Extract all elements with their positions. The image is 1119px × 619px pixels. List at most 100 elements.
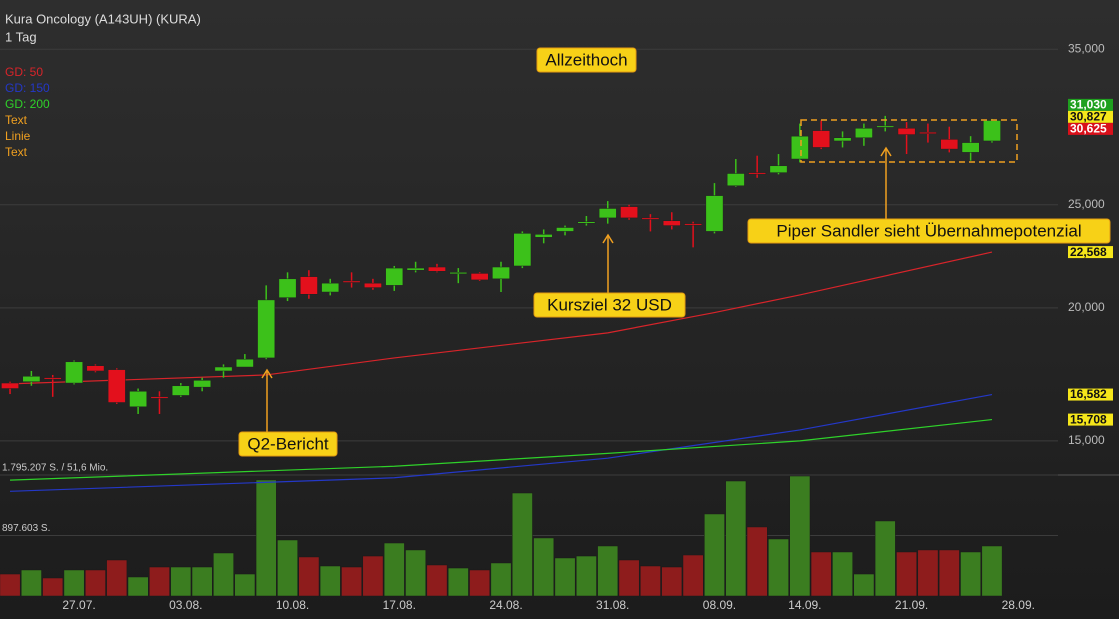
candle-body (86, 365, 105, 372)
volume-bar (405, 549, 427, 597)
legend-entry: GD: 50 (5, 65, 43, 79)
candle-body (684, 223, 702, 226)
legend-entry: Text (5, 113, 28, 127)
moving-average (10, 393, 993, 492)
candle-body (235, 358, 254, 368)
price-label: 15,708 (1070, 412, 1107, 426)
volume-bar (746, 526, 768, 597)
annotation-arrowhead (261, 368, 273, 379)
candle-body (961, 142, 980, 153)
annotation-text: Allzeithoch (545, 50, 627, 69)
volume-bar (341, 566, 362, 597)
volume-bar (20, 569, 42, 597)
volume-bar (42, 577, 64, 597)
x-tick-label: 14.09. (788, 598, 821, 612)
volume-bar (255, 479, 277, 597)
candle-body (662, 220, 681, 226)
volume-bar (853, 573, 875, 597)
volume-bar (426, 564, 448, 597)
volume-bar (277, 539, 298, 597)
y-tick-label: 15,000 (1068, 433, 1105, 447)
volume-bar (213, 552, 234, 597)
volume-tick-label: 897.603 S. (2, 523, 50, 534)
candle-body (556, 227, 574, 232)
price-label: 31,030 (1070, 98, 1107, 112)
candle-body (897, 128, 916, 135)
candle-body (1, 382, 19, 389)
price-label: 30,827 (1070, 110, 1107, 124)
volume-bar (319, 565, 341, 597)
annotation-arrowhead (880, 146, 892, 157)
candle-body (257, 299, 276, 359)
y-tick-label: 35,000 (1068, 41, 1105, 55)
annotation-box (536, 47, 637, 73)
y-tick-label: 25,000 (1068, 197, 1105, 211)
annotation-text: Piper Sandler sieht Übernahmepotenzial (776, 221, 1081, 240)
candle-body (364, 282, 382, 288)
candle-body (470, 273, 489, 281)
candle-body (300, 276, 318, 295)
candle-body (577, 221, 596, 224)
price-label: 30,625 (1070, 122, 1107, 136)
volume-bar (896, 551, 917, 597)
price-label-box (1068, 98, 1113, 111)
price-label: 22,568 (1070, 245, 1107, 259)
interval: 1 Tag (5, 29, 37, 44)
candle-body (726, 173, 745, 187)
x-tick-label: 17.08. (383, 598, 416, 612)
volume-bar (0, 573, 21, 597)
candle-body (769, 165, 788, 173)
volume-bar (469, 569, 491, 597)
candle-body (129, 391, 147, 408)
x-tick-label: 24.08. (489, 598, 522, 612)
annotation-box (747, 218, 1111, 244)
volume-bar (917, 549, 939, 597)
volume-bar (234, 573, 256, 597)
candle-body (385, 267, 404, 286)
candle-body (214, 366, 233, 372)
volume-bar (170, 566, 192, 597)
candle-body (278, 278, 297, 298)
x-tick-label: 31.08. (596, 598, 629, 612)
volume-bar (191, 566, 213, 597)
volume-bar (127, 576, 149, 597)
price-label-box (1068, 122, 1113, 135)
price-label-box (1068, 413, 1113, 426)
plot: 35,000 25,000 20,000 15,000 1.795.207 S. / 5… (0, 41, 1113, 612)
legend-entry: GD: 200 (5, 97, 50, 111)
x-tick-label: 28.09. (1002, 598, 1035, 612)
volume-bar (511, 492, 533, 597)
candle-body (150, 396, 169, 399)
price-label-box (1068, 110, 1113, 123)
candle-body (513, 233, 532, 267)
volume-bar (640, 565, 661, 597)
candle-body (22, 376, 41, 382)
candle-body (748, 172, 767, 175)
candle-body (406, 267, 425, 271)
x-tick-label: 10.08. (276, 598, 309, 612)
candle-body (705, 195, 724, 232)
annotation-text: Kursziel 32 USD (547, 295, 672, 314)
x-tick-label: 03.08. (169, 598, 202, 612)
volume-bar (768, 538, 789, 597)
moving-average (10, 251, 993, 385)
volume-bar (960, 551, 982, 597)
candle-body (790, 135, 809, 160)
candle-body (492, 266, 510, 280)
candle-body (342, 280, 361, 283)
price-label-box (1068, 246, 1113, 259)
volume-bar (938, 549, 960, 597)
annotation-text: Q2-Bericht (247, 434, 329, 453)
legend-entry: Linie (5, 129, 31, 143)
candle-body (65, 361, 83, 384)
volume-bar (832, 551, 853, 597)
legend-entry: GD: 150 (5, 81, 50, 95)
volume-bar (447, 567, 469, 597)
y-tick-label: 20,000 (1068, 300, 1105, 314)
volume-bar (63, 569, 85, 597)
volume-bar (383, 542, 405, 597)
annotation-arrowhead (602, 233, 614, 244)
legend-entry: Text (5, 145, 28, 159)
candle-body (919, 131, 937, 134)
volume-bar (575, 555, 597, 597)
